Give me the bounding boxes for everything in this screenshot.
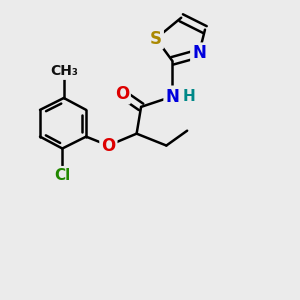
Text: O: O [101, 136, 116, 154]
Text: O: O [115, 85, 129, 103]
Text: N: N [165, 88, 179, 106]
Text: N: N [192, 44, 206, 62]
Text: H: H [182, 89, 195, 104]
Text: S: S [150, 29, 162, 47]
Text: Cl: Cl [54, 168, 70, 183]
Text: CH₃: CH₃ [50, 64, 78, 78]
